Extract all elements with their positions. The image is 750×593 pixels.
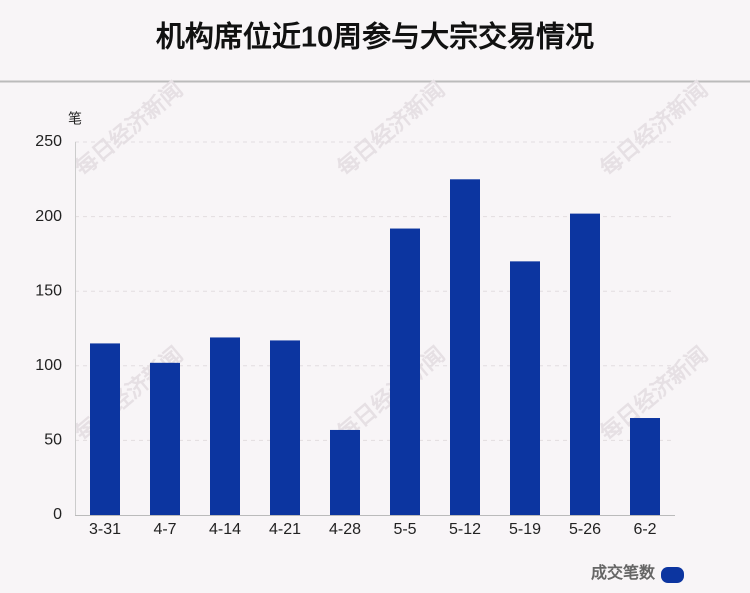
- y-tick-label: 250: [35, 133, 62, 150]
- y-tick-label: 150: [35, 282, 62, 299]
- y-tick-label: 0: [53, 506, 62, 523]
- bar: [330, 429, 360, 515]
- x-tick-label: 5-5: [393, 521, 416, 538]
- chart-title: 机构席位近10周参与大宗交易情况: [156, 20, 594, 54]
- x-tick-label: 4-21: [269, 521, 301, 538]
- x-tick-label: 4-7: [153, 521, 176, 538]
- x-tick-label: 5-12: [449, 521, 481, 538]
- legend-swatch: [661, 567, 684, 583]
- x-tick-label: 4-14: [209, 521, 241, 538]
- bar: [150, 362, 180, 515]
- y-tick-label: 100: [35, 357, 62, 374]
- y-tick-label: 200: [35, 208, 62, 225]
- bar: [510, 261, 540, 515]
- plot: 0 50 100 150 200 250 3-31 4-7 4-14 4-21 4-28 5-5 5-1…: [35, 133, 675, 538]
- x-tick-label: 5-19: [509, 521, 541, 538]
- bar: [630, 418, 660, 515]
- legend-label: 成交笔数: [591, 563, 656, 582]
- bar: [210, 337, 240, 515]
- bar: [570, 213, 600, 515]
- bar: [270, 340, 300, 515]
- x-tick-label: 5-26: [569, 521, 601, 538]
- x-tick-label: 6-2: [633, 521, 656, 538]
- x-tick-label: 3-31: [89, 521, 121, 538]
- y-axis-unit: 笔: [68, 111, 82, 127]
- bar: [90, 343, 120, 515]
- bar: [390, 228, 420, 515]
- y-tick-label: 50: [44, 432, 62, 449]
- x-tick-label: 4-28: [329, 521, 361, 538]
- bar: [450, 179, 480, 516]
